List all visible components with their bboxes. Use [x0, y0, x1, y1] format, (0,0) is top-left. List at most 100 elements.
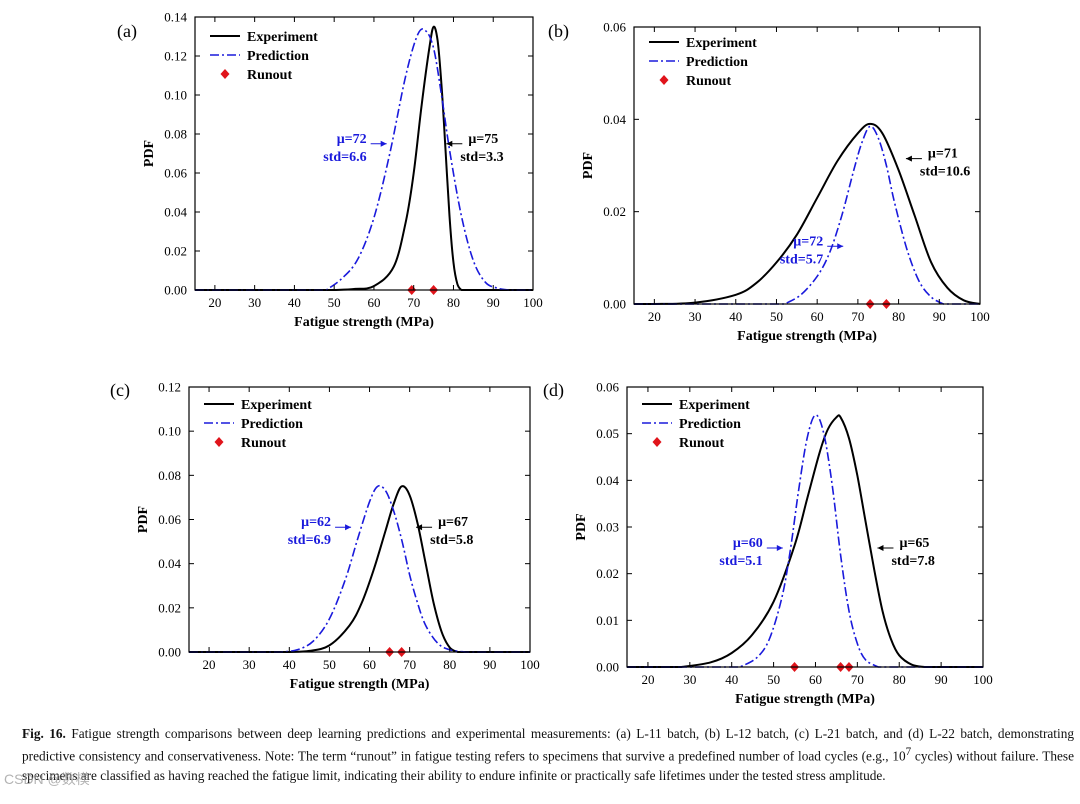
legend-label-runout: Runout — [241, 436, 286, 451]
x-tick-label: 30 — [243, 657, 256, 672]
x-tick-label: 50 — [328, 295, 341, 310]
legend-label-runout: Runout — [247, 68, 292, 83]
x-tick-label: 70 — [407, 295, 420, 310]
annotation-right: μ=67 std=5.8 — [416, 515, 473, 548]
x-tick-label: 70 — [851, 309, 864, 324]
series-line-experiment — [189, 485, 530, 653]
legend-label-prediction: Prediction — [686, 55, 748, 70]
annotation-std: std=6.6 — [323, 150, 366, 165]
legend-label-prediction: Prediction — [241, 417, 303, 432]
figure-canvas: 20 30 40 50 60 70 80 90 100 0.00 0.02 0.04 0.06 0.08 0… — [110, 10, 993, 708]
panel-label: (d) — [543, 380, 564, 401]
annotation-mean: μ=72 — [337, 132, 367, 147]
legend-label-experiment: Experiment — [686, 36, 757, 51]
annotation-std: std=5.7 — [780, 252, 823, 267]
x-tick-label: 30 — [683, 672, 696, 687]
annotation-mean: μ=65 — [899, 536, 929, 551]
annotation-std: std=7.8 — [891, 554, 934, 569]
y-tick-label: 0.10 — [158, 424, 181, 439]
legend: Experiment Prediction Runout — [649, 36, 757, 89]
legend-label-experiment: Experiment — [241, 398, 312, 413]
x-tick-label: 90 — [483, 657, 496, 672]
y-axis-label: PDF — [581, 152, 596, 179]
x-axis-label: Fatigue strength (MPa) — [735, 692, 875, 707]
x-tick-label: 50 — [323, 657, 336, 672]
x-tick-label: 30 — [248, 295, 261, 310]
y-tick-label: 0.06 — [164, 166, 187, 181]
x-tick-label: 90 — [935, 672, 948, 687]
legend-label-prediction: Prediction — [247, 49, 309, 64]
annotation-left: μ=72 std=6.6 — [323, 132, 387, 165]
legend-label-experiment: Experiment — [679, 398, 750, 413]
annotation-arrow-head — [877, 545, 884, 551]
chart-panel-a: 20 30 40 50 60 70 80 90 100 0.00 0.02 0.04 0.06 0.08 0… — [117, 10, 543, 331]
x-tick-label: 20 — [208, 295, 221, 310]
x-tick-label: 30 — [689, 309, 702, 324]
annotation-mean: μ=67 — [438, 515, 468, 530]
annotation-left: μ=72 std=5.7 — [780, 234, 844, 267]
x-tick-label: 80 — [892, 309, 905, 324]
x-tick-label: 40 — [288, 295, 301, 310]
legend-label-runout: Runout — [686, 74, 731, 89]
x-tick-label: 60 — [811, 309, 824, 324]
y-tick-label: 0.00 — [164, 283, 187, 298]
x-tick-label: 80 — [447, 295, 460, 310]
panel-label: (b) — [548, 21, 569, 42]
annotation-left: μ=62 std=6.9 — [288, 515, 352, 548]
legend-label-prediction: Prediction — [679, 417, 741, 432]
series-line-experiment — [195, 25, 533, 291]
y-axis-label: PDF — [136, 506, 151, 533]
annotation-std: std=5.1 — [719, 554, 762, 569]
annotation-right: μ=71 std=10.6 — [905, 147, 970, 180]
panel-label: (a) — [117, 21, 137, 42]
series-line-prediction — [195, 28, 533, 291]
x-axis-label: Fatigue strength (MPa) — [294, 315, 434, 330]
annotation-right: μ=75 std=3.3 — [446, 132, 504, 165]
y-tick-label: 0.05 — [596, 426, 619, 441]
caption-text-end: cycles) without failure. These specimens… — [22, 748, 1074, 784]
y-tick-label: 0.06 — [158, 512, 181, 527]
annotation-arrow-head — [837, 243, 844, 250]
y-tick-label: 0.04 — [603, 112, 626, 127]
x-axis-label: Fatigue strength (MPa) — [290, 677, 430, 692]
plot-frame — [194, 16, 534, 291]
annotation-arrow-head — [345, 524, 352, 531]
x-tick-label: 100 — [520, 657, 540, 672]
annotation-arrow-head — [380, 140, 387, 147]
series-line-prediction — [627, 414, 983, 668]
y-tick-label: 0.02 — [158, 600, 181, 615]
x-tick-label: 70 — [851, 672, 864, 687]
annotation-left: μ=60 std=5.1 — [719, 536, 783, 569]
y-tick-label: 0.02 — [603, 204, 626, 219]
x-tick-label: 60 — [367, 295, 380, 310]
y-tick-label: 0.00 — [158, 645, 181, 660]
annotation-std: std=10.6 — [920, 165, 970, 180]
x-tick-label: 80 — [893, 672, 906, 687]
y-tick-label: 0.14 — [164, 10, 187, 25]
x-tick-label: 50 — [767, 672, 780, 687]
legend-swatch-runout — [214, 437, 224, 447]
x-tick-label: 100 — [523, 295, 543, 310]
x-tick-label: 20 — [641, 672, 654, 687]
y-tick-label: 0.10 — [164, 88, 187, 103]
y-axis-label: PDF — [574, 513, 589, 540]
x-tick-label: 60 — [363, 657, 376, 672]
caption-text: Fatigue strength comparisons between dee… — [22, 726, 1074, 764]
legend-swatch-runout — [652, 437, 662, 447]
x-tick-label: 100 — [970, 309, 990, 324]
legend-swatch-runout — [659, 75, 669, 85]
x-tick-label: 40 — [729, 309, 742, 324]
x-tick-label: 20 — [648, 309, 661, 324]
y-tick-label: 0.04 — [164, 205, 187, 220]
y-tick-label: 0.02 — [596, 566, 619, 581]
annotation-mean: μ=60 — [733, 536, 763, 551]
annotation-arrow-head — [446, 140, 453, 147]
x-tick-label: 40 — [283, 657, 296, 672]
annotation-mean: μ=62 — [301, 515, 331, 530]
chart-panel-b: 20 30 40 50 60 70 80 90 100 0.00 0.02 0.04 0.06 Fatig… — [548, 20, 990, 345]
annotation-std: std=5.8 — [430, 533, 473, 548]
watermark: CSDN @数模 — [4, 771, 90, 787]
x-tick-label: 100 — [973, 672, 993, 687]
x-tick-label: 80 — [443, 657, 456, 672]
panel-label: (c) — [110, 380, 130, 401]
